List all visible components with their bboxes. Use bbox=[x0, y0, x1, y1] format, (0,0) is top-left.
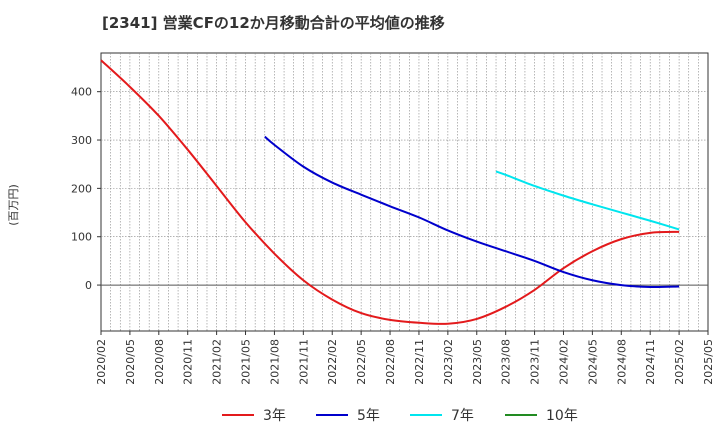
legend-label: 3年 bbox=[263, 408, 286, 424]
x-tick-label: 2023/02 bbox=[442, 339, 455, 385]
legend-item: 5年 bbox=[316, 403, 380, 427]
x-tick-label: 2024/08 bbox=[615, 339, 628, 385]
plot-area bbox=[100, 52, 709, 332]
legend-label: 10年 bbox=[546, 408, 578, 424]
y-axis-ticks: 0 100 200 300 400 bbox=[71, 86, 101, 292]
series-line-5年 bbox=[264, 135, 680, 289]
legend: 3年 5年 7年 10年 bbox=[0, 403, 720, 427]
x-tick-label: 2023/08 bbox=[500, 339, 513, 385]
legend-label: 5年 bbox=[357, 408, 380, 424]
legend-swatch bbox=[505, 414, 537, 416]
x-tick-label: 2021/08 bbox=[268, 339, 281, 385]
series-line-3年 bbox=[100, 59, 680, 325]
x-tick-label: 2020/11 bbox=[182, 339, 195, 385]
x-tick-label: 2025/02 bbox=[673, 339, 686, 385]
x-tick-label: 2025/05 bbox=[702, 339, 715, 385]
legend-item: 7年 bbox=[410, 403, 474, 427]
x-tick-label: 2022/05 bbox=[355, 339, 368, 385]
y-tick-label: 100 bbox=[71, 231, 92, 244]
legend-swatch bbox=[316, 414, 348, 416]
x-tick-label: 2020/05 bbox=[124, 339, 137, 385]
series-lines bbox=[100, 59, 680, 325]
y-tick-label: 200 bbox=[71, 182, 92, 195]
x-tick-label: 2022/02 bbox=[326, 339, 339, 385]
series-line-7年 bbox=[495, 170, 680, 231]
x-tick-label: 2021/05 bbox=[240, 339, 253, 385]
x-tick-label: 2022/11 bbox=[413, 339, 426, 385]
x-tick-label: 2020/08 bbox=[153, 339, 166, 385]
y-tick-label: 300 bbox=[71, 134, 92, 147]
y-axis-title: (百万円) bbox=[7, 184, 20, 226]
x-tick-label: 2020/02 bbox=[95, 339, 108, 385]
x-tick-label: 2022/08 bbox=[384, 339, 397, 385]
legend-swatch bbox=[222, 414, 254, 416]
grid-lines bbox=[101, 53, 708, 331]
x-tick-label: 2021/11 bbox=[297, 339, 310, 385]
x-tick-label: 2023/11 bbox=[529, 339, 542, 385]
x-tick-label: 2021/02 bbox=[211, 339, 224, 385]
legend-item: 10年 bbox=[505, 403, 578, 427]
x-axis-ticks: 2020/02 2020/05 2020/08 2020/11 2021/02 2021/… bbox=[95, 331, 715, 385]
x-tick-label: 2024/05 bbox=[586, 339, 599, 385]
y-tick-label: 400 bbox=[71, 86, 92, 99]
y-tick-label: 0 bbox=[85, 279, 92, 292]
legend-label: 7年 bbox=[451, 408, 474, 424]
x-tick-label: 2023/05 bbox=[471, 339, 484, 385]
legend-swatch bbox=[410, 414, 442, 416]
legend-item: 3年 bbox=[222, 403, 286, 427]
x-tick-label: 2024/11 bbox=[644, 339, 657, 385]
x-tick-label: 2024/02 bbox=[557, 339, 570, 385]
chart-title: [2341] 営業CFの12か月移動合計の平均値の推移 bbox=[102, 14, 445, 32]
